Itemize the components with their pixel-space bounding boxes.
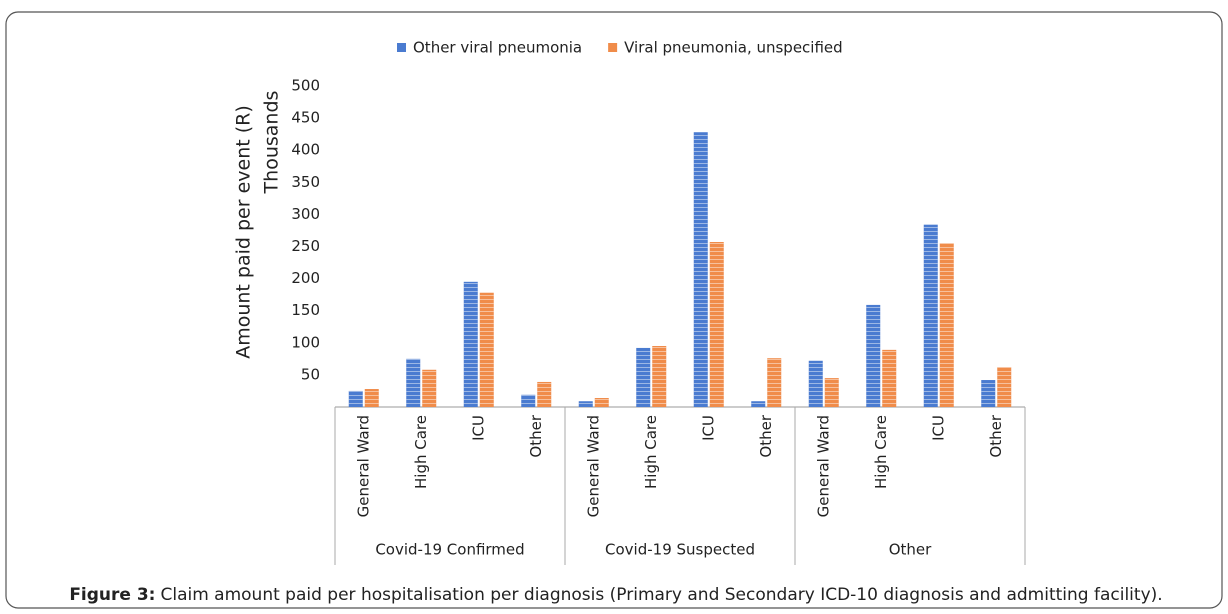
bar-stripes <box>808 360 823 407</box>
legend-swatch <box>397 43 406 52</box>
x-tick-label: High Care <box>412 415 430 489</box>
y-tick-label: 100 <box>291 333 320 351</box>
legend-swatch <box>608 43 618 52</box>
bar-stripes <box>652 346 667 407</box>
x-tick-label: High Care <box>642 415 660 489</box>
caption-text: Claim amount paid per hospitalisation pe… <box>160 585 1162 605</box>
bar-stripes <box>578 401 593 407</box>
y-tick-label: 300 <box>291 205 320 223</box>
x-tick-label: General Ward <box>814 415 832 517</box>
bar-stripes <box>537 381 552 407</box>
bar-stripes <box>981 380 996 407</box>
bar-stripes <box>422 369 437 407</box>
bar-stripes <box>693 132 708 407</box>
x-tick-label: General Ward <box>584 415 602 517</box>
frame <box>5 11 1223 609</box>
bar-stripes <box>939 243 954 407</box>
bar-stripes <box>767 358 782 407</box>
x-tick-label: ICU <box>699 415 717 441</box>
y-axis-label: Amount paid per event (R) <box>233 105 255 359</box>
x-tick-label: ICU <box>469 415 487 441</box>
group-label: Other <box>889 541 932 559</box>
x-tick-label: Other <box>527 414 545 457</box>
legend-label: Viral pneumonia, unspecified <box>624 39 843 57</box>
bar-stripes <box>866 304 881 407</box>
bar-stripes <box>463 281 478 407</box>
bar-stripes <box>997 367 1012 407</box>
bar-stripes <box>348 390 363 407</box>
group-label: Covid-19 Confirmed <box>375 541 524 559</box>
y-tick-label: 200 <box>291 269 320 287</box>
y-tick-label: 400 <box>291 141 320 159</box>
x-tick-label: General Ward <box>354 415 372 517</box>
x-tick-label: High Care <box>872 415 890 489</box>
y-axis-unit: Thousands <box>261 91 283 195</box>
bar-stripes <box>364 389 379 407</box>
bar-stripes <box>479 292 494 407</box>
y-tick-label: 50 <box>301 365 320 383</box>
caption-label: Figure 3: <box>69 585 155 605</box>
y-tick-label: 350 <box>291 173 320 191</box>
bar-stripes <box>882 349 897 407</box>
legend-label: Other viral pneumonia <box>413 39 582 57</box>
x-tick-label: Other <box>757 414 775 457</box>
bar-stripes <box>521 394 536 407</box>
y-tick-label: 250 <box>291 237 320 255</box>
y-tick-label: 450 <box>291 109 320 127</box>
x-tick-label: ICU <box>929 415 947 441</box>
x-tick-label: Other <box>987 414 1005 457</box>
bar-stripes <box>709 242 724 407</box>
bar-stripes <box>824 378 839 407</box>
bar-stripes <box>636 347 651 407</box>
bar-stripes <box>751 401 766 407</box>
y-tick-label: 150 <box>291 301 320 319</box>
bar-stripes <box>406 358 421 407</box>
group-label: Covid-19 Suspected <box>605 541 755 559</box>
bar-stripes <box>923 224 938 407</box>
caption: Figure 3: Claim amount paid per hospitali… <box>69 585 1162 605</box>
y-tick-label: 500 <box>291 77 320 95</box>
bar-stripes <box>594 398 609 407</box>
